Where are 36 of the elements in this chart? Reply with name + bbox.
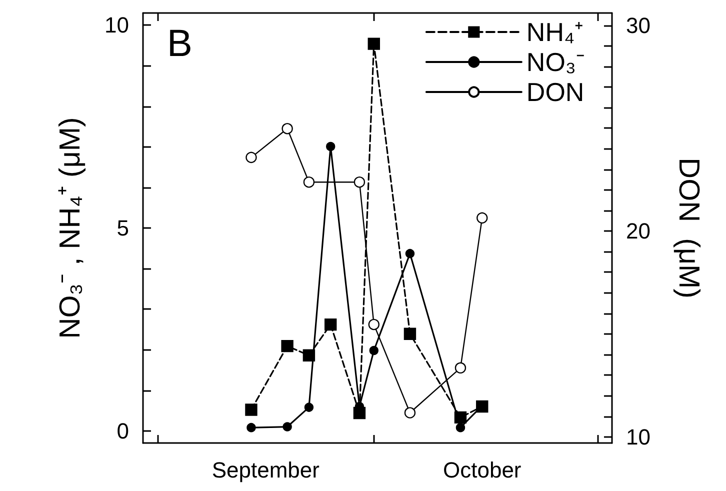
point [246,152,257,164]
y2-axis-title: DON (μM) [672,158,704,298]
point [326,142,336,152]
point [304,402,314,412]
point [405,248,415,258]
point [245,404,258,416]
point [454,362,466,374]
y-tick-label: 10 [104,12,129,38]
legend-label: NH₄⁺ [526,17,584,47]
legend-label: DON [526,77,584,107]
point [302,349,316,362]
x-tick-label: October [442,458,522,482]
y2-tick-label: 20 [626,218,650,244]
y-tick-label: 5 [116,216,129,240]
y-tick-label: 0 [116,418,129,444]
point [404,328,416,340]
point [368,38,380,50]
point [476,212,488,224]
y2-tick-label: 10 [626,424,650,450]
point [404,407,416,418]
point [246,422,256,432]
x-tick-label: September [212,458,320,482]
point [282,422,292,432]
point [324,318,337,331]
point [454,411,467,424]
y2-tick-label: 30 [626,12,650,38]
y-axis-title: NO₃⁻ , NH₄⁺ (μM) [54,117,86,339]
point [369,346,378,356]
point [368,318,380,330]
point [354,176,366,188]
point [281,340,294,352]
point [282,123,293,134]
point [303,176,315,188]
chart-title: B [167,23,192,65]
legend-label: NO₃⁻ [526,47,586,77]
point [456,422,466,432]
